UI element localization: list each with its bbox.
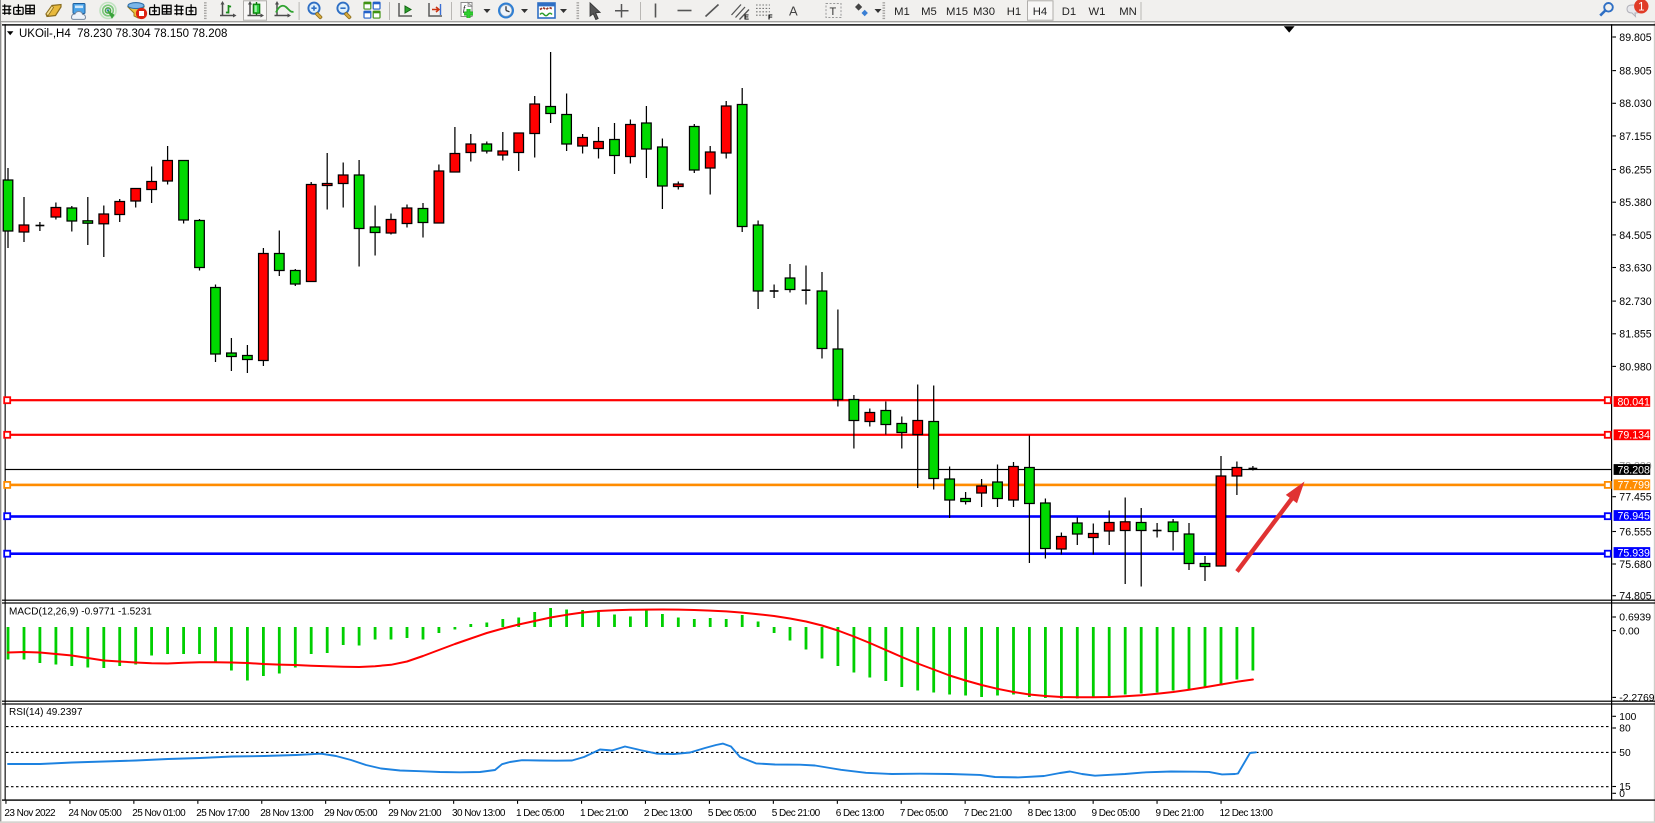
svg-text:50: 50 [1619, 748, 1631, 759]
svg-text:79.134: 79.134 [1618, 430, 1651, 442]
svg-text:E: E [744, 13, 749, 22]
svg-text:89.805: 89.805 [1619, 32, 1652, 44]
svg-text:M1: M1 [894, 6, 910, 18]
svg-text:1 Dec 21:00: 1 Dec 21:00 [580, 808, 629, 819]
svg-text:f: f [463, 4, 467, 13]
svg-text:UKOil-,H4 78.230 78.304 78.15: UKOil-,H4 78.230 78.304 78.150 78.208 [19, 28, 227, 40]
svg-text:A: A [789, 4, 798, 19]
svg-text:W1: W1 [1089, 6, 1106, 18]
svg-text:6 Dec 13:00: 6 Dec 13:00 [836, 808, 885, 819]
svg-text:MN: MN [1119, 6, 1137, 18]
svg-text:83.630: 83.630 [1619, 262, 1652, 274]
svg-text:MACD(12,26,9) -0.9771 -1.5231: MACD(12,26,9) -0.9771 -1.5231 [9, 606, 152, 617]
svg-text:M15: M15 [946, 6, 968, 18]
svg-text:76.555: 76.555 [1619, 526, 1652, 538]
svg-text:-2.2769: -2.2769 [1619, 693, 1654, 704]
svg-text:M5: M5 [921, 6, 937, 18]
svg-text:29 Nov 21:00: 29 Nov 21:00 [388, 808, 442, 819]
svg-text:24 Nov 05:00: 24 Nov 05:00 [68, 808, 122, 819]
svg-text:9 Dec 21:00: 9 Dec 21:00 [1156, 808, 1205, 819]
svg-text:86.255: 86.255 [1619, 164, 1652, 176]
svg-text:1: 1 [1638, 1, 1644, 13]
svg-text:87.155: 87.155 [1619, 131, 1652, 143]
svg-text:25 Nov 01:00: 25 Nov 01:00 [132, 808, 186, 819]
svg-text:12 Dec 13:00: 12 Dec 13:00 [1219, 808, 1273, 819]
svg-text:29 Nov 05:00: 29 Nov 05:00 [324, 808, 378, 819]
svg-text:1 Dec 05:00: 1 Dec 05:00 [516, 808, 565, 819]
svg-text:84.505: 84.505 [1619, 230, 1652, 242]
svg-text:5 Dec 21:00: 5 Dec 21:00 [772, 808, 821, 819]
svg-text:78.208: 78.208 [1618, 464, 1651, 476]
svg-text:88.030: 88.030 [1619, 98, 1652, 110]
svg-text:80: 80 [1619, 724, 1631, 735]
svg-text:9 Dec 05:00: 9 Dec 05:00 [1092, 808, 1141, 819]
svg-text:8 Dec 13:00: 8 Dec 13:00 [1028, 808, 1077, 819]
svg-text:25 Nov 17:00: 25 Nov 17:00 [196, 808, 250, 819]
svg-text:81.855: 81.855 [1619, 329, 1652, 341]
svg-text:80.041: 80.041 [1618, 396, 1651, 408]
svg-text:H1: H1 [1007, 6, 1021, 18]
svg-text:88.905: 88.905 [1619, 66, 1652, 78]
svg-text:2 Dec 13:00: 2 Dec 13:00 [644, 808, 693, 819]
svg-text:H4: H4 [1033, 6, 1047, 18]
svg-text:RSI(14) 49.2397: RSI(14) 49.2397 [9, 707, 83, 718]
svg-text:77.799: 77.799 [1618, 480, 1651, 492]
svg-text:76.945: 76.945 [1618, 510, 1651, 522]
svg-text:75.680: 75.680 [1619, 559, 1652, 571]
svg-text:0.00: 0.00 [1619, 626, 1639, 637]
svg-text:23 Nov 2022: 23 Nov 2022 [4, 808, 56, 819]
svg-text:30 Nov 13:00: 30 Nov 13:00 [452, 808, 506, 819]
svg-text:0: 0 [1619, 789, 1625, 800]
svg-text:75.939: 75.939 [1618, 547, 1651, 559]
svg-text:15: 15 [1619, 782, 1631, 793]
svg-text:D1: D1 [1062, 6, 1076, 18]
svg-text:F: F [768, 13, 773, 22]
svg-text:7 Dec 05:00: 7 Dec 05:00 [900, 808, 949, 819]
svg-text:85.380: 85.380 [1619, 197, 1652, 209]
svg-text:74.805: 74.805 [1619, 591, 1652, 603]
svg-text:77.455: 77.455 [1619, 492, 1652, 504]
svg-text:80.980: 80.980 [1619, 361, 1652, 373]
svg-text:T: T [830, 6, 837, 18]
svg-text:7 Dec 21:00: 7 Dec 21:00 [964, 808, 1013, 819]
svg-text:82.730: 82.730 [1619, 296, 1652, 308]
svg-text:M30: M30 [973, 6, 995, 18]
svg-text:0.6939: 0.6939 [1619, 613, 1651, 624]
svg-text:100: 100 [1619, 712, 1636, 723]
svg-text:5 Dec 05:00: 5 Dec 05:00 [708, 808, 757, 819]
svg-text:28 Nov 13:00: 28 Nov 13:00 [260, 808, 314, 819]
